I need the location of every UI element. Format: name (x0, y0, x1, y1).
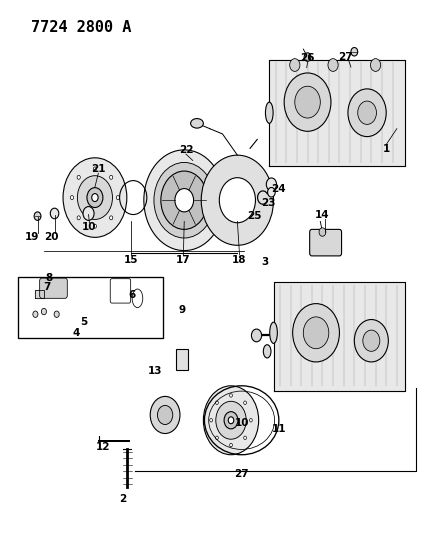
Circle shape (92, 193, 98, 201)
Circle shape (87, 188, 103, 207)
Circle shape (351, 47, 358, 56)
Ellipse shape (190, 118, 203, 128)
Text: 22: 22 (178, 145, 193, 155)
Text: 10: 10 (235, 418, 249, 429)
Circle shape (244, 436, 247, 440)
Circle shape (295, 86, 320, 118)
Circle shape (304, 53, 311, 61)
Circle shape (110, 216, 113, 220)
Circle shape (210, 418, 212, 422)
Text: 1: 1 (383, 144, 390, 154)
Circle shape (77, 216, 80, 220)
Circle shape (293, 304, 339, 362)
Ellipse shape (263, 345, 271, 358)
Circle shape (363, 330, 380, 351)
FancyBboxPatch shape (40, 278, 67, 298)
Text: 23: 23 (261, 198, 276, 208)
Text: 6: 6 (129, 289, 136, 300)
Polygon shape (269, 60, 405, 166)
Circle shape (358, 101, 377, 124)
Circle shape (250, 418, 252, 422)
Circle shape (33, 311, 38, 317)
Circle shape (93, 224, 97, 228)
Text: 21: 21 (91, 164, 106, 174)
Circle shape (203, 386, 259, 455)
Ellipse shape (265, 102, 273, 123)
Circle shape (54, 311, 59, 317)
Circle shape (83, 207, 94, 220)
Circle shape (175, 189, 193, 212)
Circle shape (63, 158, 127, 237)
Circle shape (154, 163, 214, 238)
Circle shape (319, 228, 326, 236)
Circle shape (216, 436, 218, 440)
Circle shape (266, 178, 276, 191)
Text: 17: 17 (176, 255, 191, 264)
Text: 2: 2 (119, 494, 126, 504)
Circle shape (77, 175, 80, 179)
Text: 9: 9 (178, 305, 186, 315)
Text: 3: 3 (262, 257, 269, 267)
Ellipse shape (270, 322, 277, 343)
Polygon shape (36, 290, 44, 298)
Text: 20: 20 (45, 232, 59, 242)
Text: 15: 15 (124, 255, 138, 264)
Circle shape (268, 188, 275, 197)
Circle shape (110, 175, 113, 179)
Text: 26: 26 (300, 53, 315, 63)
Text: 8: 8 (46, 273, 53, 283)
Text: 27: 27 (234, 470, 249, 479)
Text: 25: 25 (247, 211, 262, 221)
Circle shape (251, 329, 262, 342)
Circle shape (230, 394, 232, 397)
Circle shape (116, 196, 119, 199)
Circle shape (144, 150, 225, 251)
FancyBboxPatch shape (310, 229, 342, 256)
Text: 12: 12 (96, 442, 111, 452)
Circle shape (161, 171, 208, 229)
Circle shape (77, 176, 113, 220)
Circle shape (93, 167, 97, 171)
Bar (176, 349, 188, 370)
Circle shape (290, 59, 300, 71)
Text: 5: 5 (81, 317, 88, 327)
Circle shape (284, 73, 331, 131)
Circle shape (216, 401, 246, 439)
Circle shape (216, 401, 218, 405)
Circle shape (230, 443, 232, 447)
Circle shape (70, 196, 74, 199)
Text: 13: 13 (148, 367, 163, 376)
Bar (18, 277, 163, 338)
Circle shape (158, 406, 173, 424)
Circle shape (354, 319, 388, 362)
Circle shape (42, 309, 47, 315)
Circle shape (34, 212, 41, 220)
Circle shape (219, 177, 256, 223)
Text: 24: 24 (271, 183, 286, 193)
Text: 11: 11 (271, 424, 286, 434)
Circle shape (348, 89, 386, 136)
Circle shape (244, 401, 247, 405)
Circle shape (328, 59, 338, 71)
Text: 19: 19 (25, 232, 39, 242)
Text: 14: 14 (315, 209, 330, 220)
Text: 27: 27 (339, 52, 353, 62)
Circle shape (201, 155, 273, 245)
Circle shape (371, 59, 380, 71)
Text: 18: 18 (232, 255, 247, 264)
Circle shape (228, 417, 234, 424)
Polygon shape (273, 282, 405, 391)
Text: 7724 2800 A: 7724 2800 A (31, 20, 131, 35)
Circle shape (150, 397, 180, 433)
Text: 10: 10 (82, 222, 97, 232)
Text: 7: 7 (44, 281, 51, 292)
Circle shape (50, 208, 59, 219)
Circle shape (224, 411, 238, 429)
Text: 4: 4 (72, 328, 80, 338)
Circle shape (303, 317, 329, 349)
